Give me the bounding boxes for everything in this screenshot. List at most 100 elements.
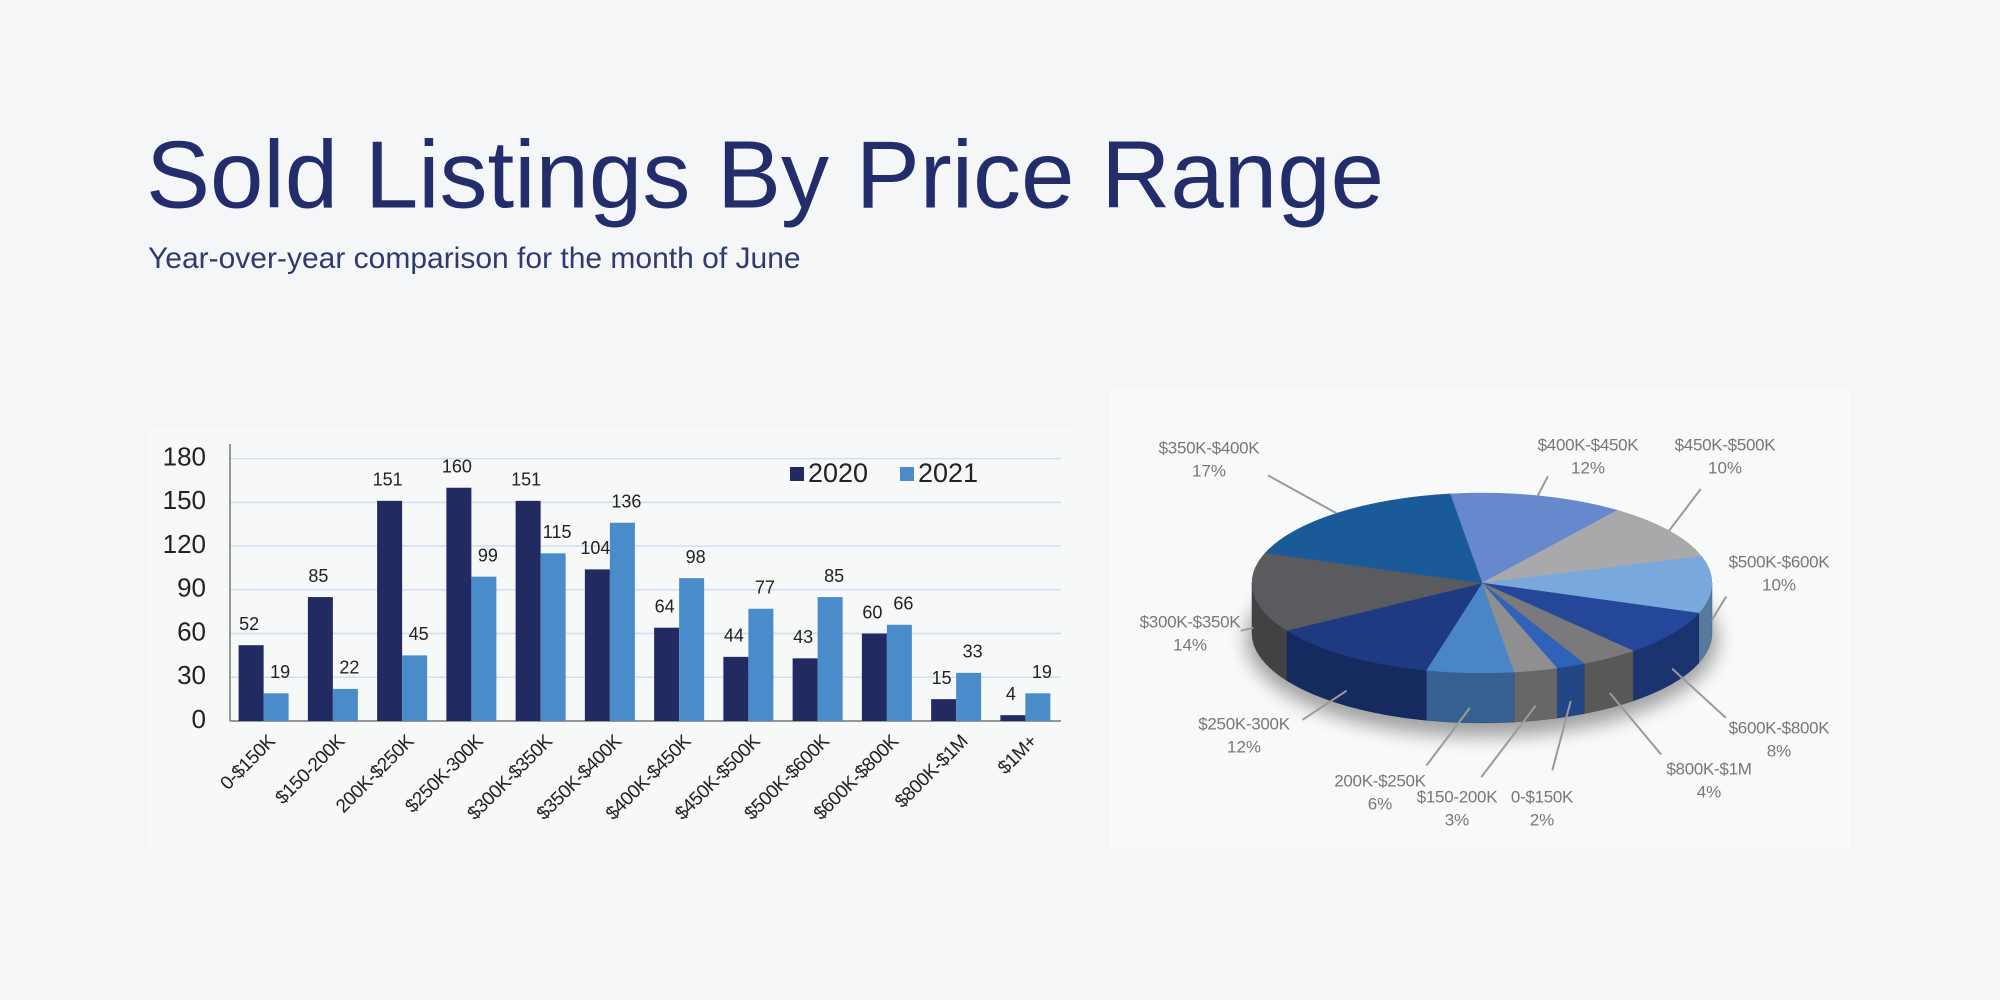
bar — [956, 672, 982, 721]
bar — [263, 693, 289, 721]
bar — [817, 597, 843, 721]
value-label: 151 — [511, 470, 541, 490]
pie-label: $250K-300K — [1198, 714, 1290, 733]
value-label: 99 — [478, 545, 498, 565]
value-label: 115 — [543, 522, 572, 542]
leader-line — [1551, 700, 1572, 771]
y-tick-label: 150 — [163, 485, 206, 515]
pie-label: $300K-$350K — [1140, 612, 1242, 631]
pie-slice — [1449, 492, 1619, 584]
value-label: 45 — [409, 624, 429, 644]
value-label: 19 — [270, 662, 290, 682]
leader-line — [1480, 704, 1537, 778]
pie-value-label: 4% — [1697, 782, 1722, 801]
leader-line — [1668, 488, 1702, 532]
leader-line — [1267, 474, 1338, 515]
legend-label: 2020 — [808, 458, 868, 488]
pie-slice — [1481, 582, 1700, 652]
value-label: 15 — [932, 668, 952, 688]
value-label: 33 — [963, 642, 983, 662]
bar — [471, 576, 497, 721]
value-label: 52 — [239, 614, 259, 634]
bar — [238, 645, 264, 721]
value-label: 160 — [442, 456, 472, 476]
bar — [679, 578, 705, 721]
bar — [332, 688, 358, 721]
value-label: 60 — [862, 602, 882, 622]
pie-label: $600K-$800K — [1729, 718, 1831, 737]
y-tick-label: 60 — [177, 616, 206, 646]
y-tick-label: 180 — [163, 441, 206, 471]
pie-value-label: 3% — [1445, 810, 1470, 829]
leader-line — [1711, 596, 1728, 621]
pie-slice-side — [1513, 667, 1558, 723]
pie-label: $150-200K — [1417, 787, 1498, 806]
pie-label: $350K-$400K — [1159, 438, 1261, 457]
pie-slice — [1481, 556, 1713, 614]
value-label: 136 — [611, 491, 641, 511]
value-label: 44 — [724, 626, 744, 646]
pie-value-label: 12% — [1227, 737, 1261, 756]
value-label: 104 — [580, 538, 610, 558]
bar — [931, 699, 957, 721]
bar — [307, 597, 333, 721]
pie-slice-side — [1425, 670, 1515, 724]
value-label: 98 — [686, 547, 706, 567]
page-title: Sold Listings By Price Range — [146, 121, 1384, 228]
pie-value-label: 10% — [1708, 458, 1742, 477]
y-tick-label: 0 — [192, 704, 206, 734]
bar — [792, 658, 818, 721]
pie-slice-side — [1556, 663, 1585, 719]
pie-value-label: 10% — [1762, 575, 1796, 594]
page-subtitle: Year-over-year comparison for the month … — [148, 242, 801, 275]
value-label: 77 — [755, 577, 775, 597]
bar — [886, 624, 912, 721]
pie-slice — [1286, 582, 1483, 671]
pie-label: $450K-$500K — [1675, 435, 1777, 454]
pie-value-label: 8% — [1767, 741, 1792, 760]
pie-label: 200K-$250K — [1334, 771, 1426, 790]
value-label: 85 — [824, 566, 844, 586]
bar — [402, 655, 428, 721]
value-label: 22 — [339, 658, 359, 678]
value-label: 4 — [1006, 684, 1016, 704]
bar — [446, 487, 472, 721]
pie-label: $800K-$1M — [1666, 759, 1751, 778]
pie-value-label: 2% — [1530, 810, 1555, 829]
legend-swatch — [790, 467, 804, 481]
pie-label: $500K-$600K — [1729, 552, 1831, 571]
leader-line — [1425, 707, 1471, 767]
pie-value-label: 14% — [1173, 635, 1207, 654]
y-tick-label: 120 — [163, 529, 206, 559]
value-label: 66 — [893, 594, 913, 614]
pie-value-label: 6% — [1368, 794, 1393, 813]
bar — [1000, 715, 1026, 721]
bar — [584, 569, 610, 721]
leader-line — [1536, 475, 1549, 497]
value-label: 43 — [793, 627, 813, 647]
bar — [515, 500, 541, 721]
pie-value-label: 17% — [1192, 461, 1226, 480]
bar — [1025, 693, 1051, 721]
legend-swatch — [900, 467, 914, 481]
bar — [748, 608, 774, 721]
bar — [540, 553, 566, 721]
pie-value-label: 12% — [1571, 458, 1605, 477]
bar — [377, 500, 403, 721]
bar — [609, 522, 635, 721]
leader-line — [1608, 692, 1662, 756]
bar — [723, 656, 749, 721]
value-label: 19 — [1032, 662, 1052, 682]
pie-label: $400K-$450K — [1538, 435, 1640, 454]
y-tick-label: 30 — [177, 660, 206, 690]
value-label: 151 — [373, 470, 403, 490]
leader-line — [1240, 626, 1254, 632]
legend-label: 2021 — [918, 458, 978, 488]
y-tick-label: 90 — [177, 573, 206, 603]
pie-label: 0-$150K — [1511, 787, 1574, 806]
pie-slice — [1251, 552, 1483, 631]
pie-slice — [1481, 509, 1703, 584]
value-label: 85 — [308, 566, 328, 586]
